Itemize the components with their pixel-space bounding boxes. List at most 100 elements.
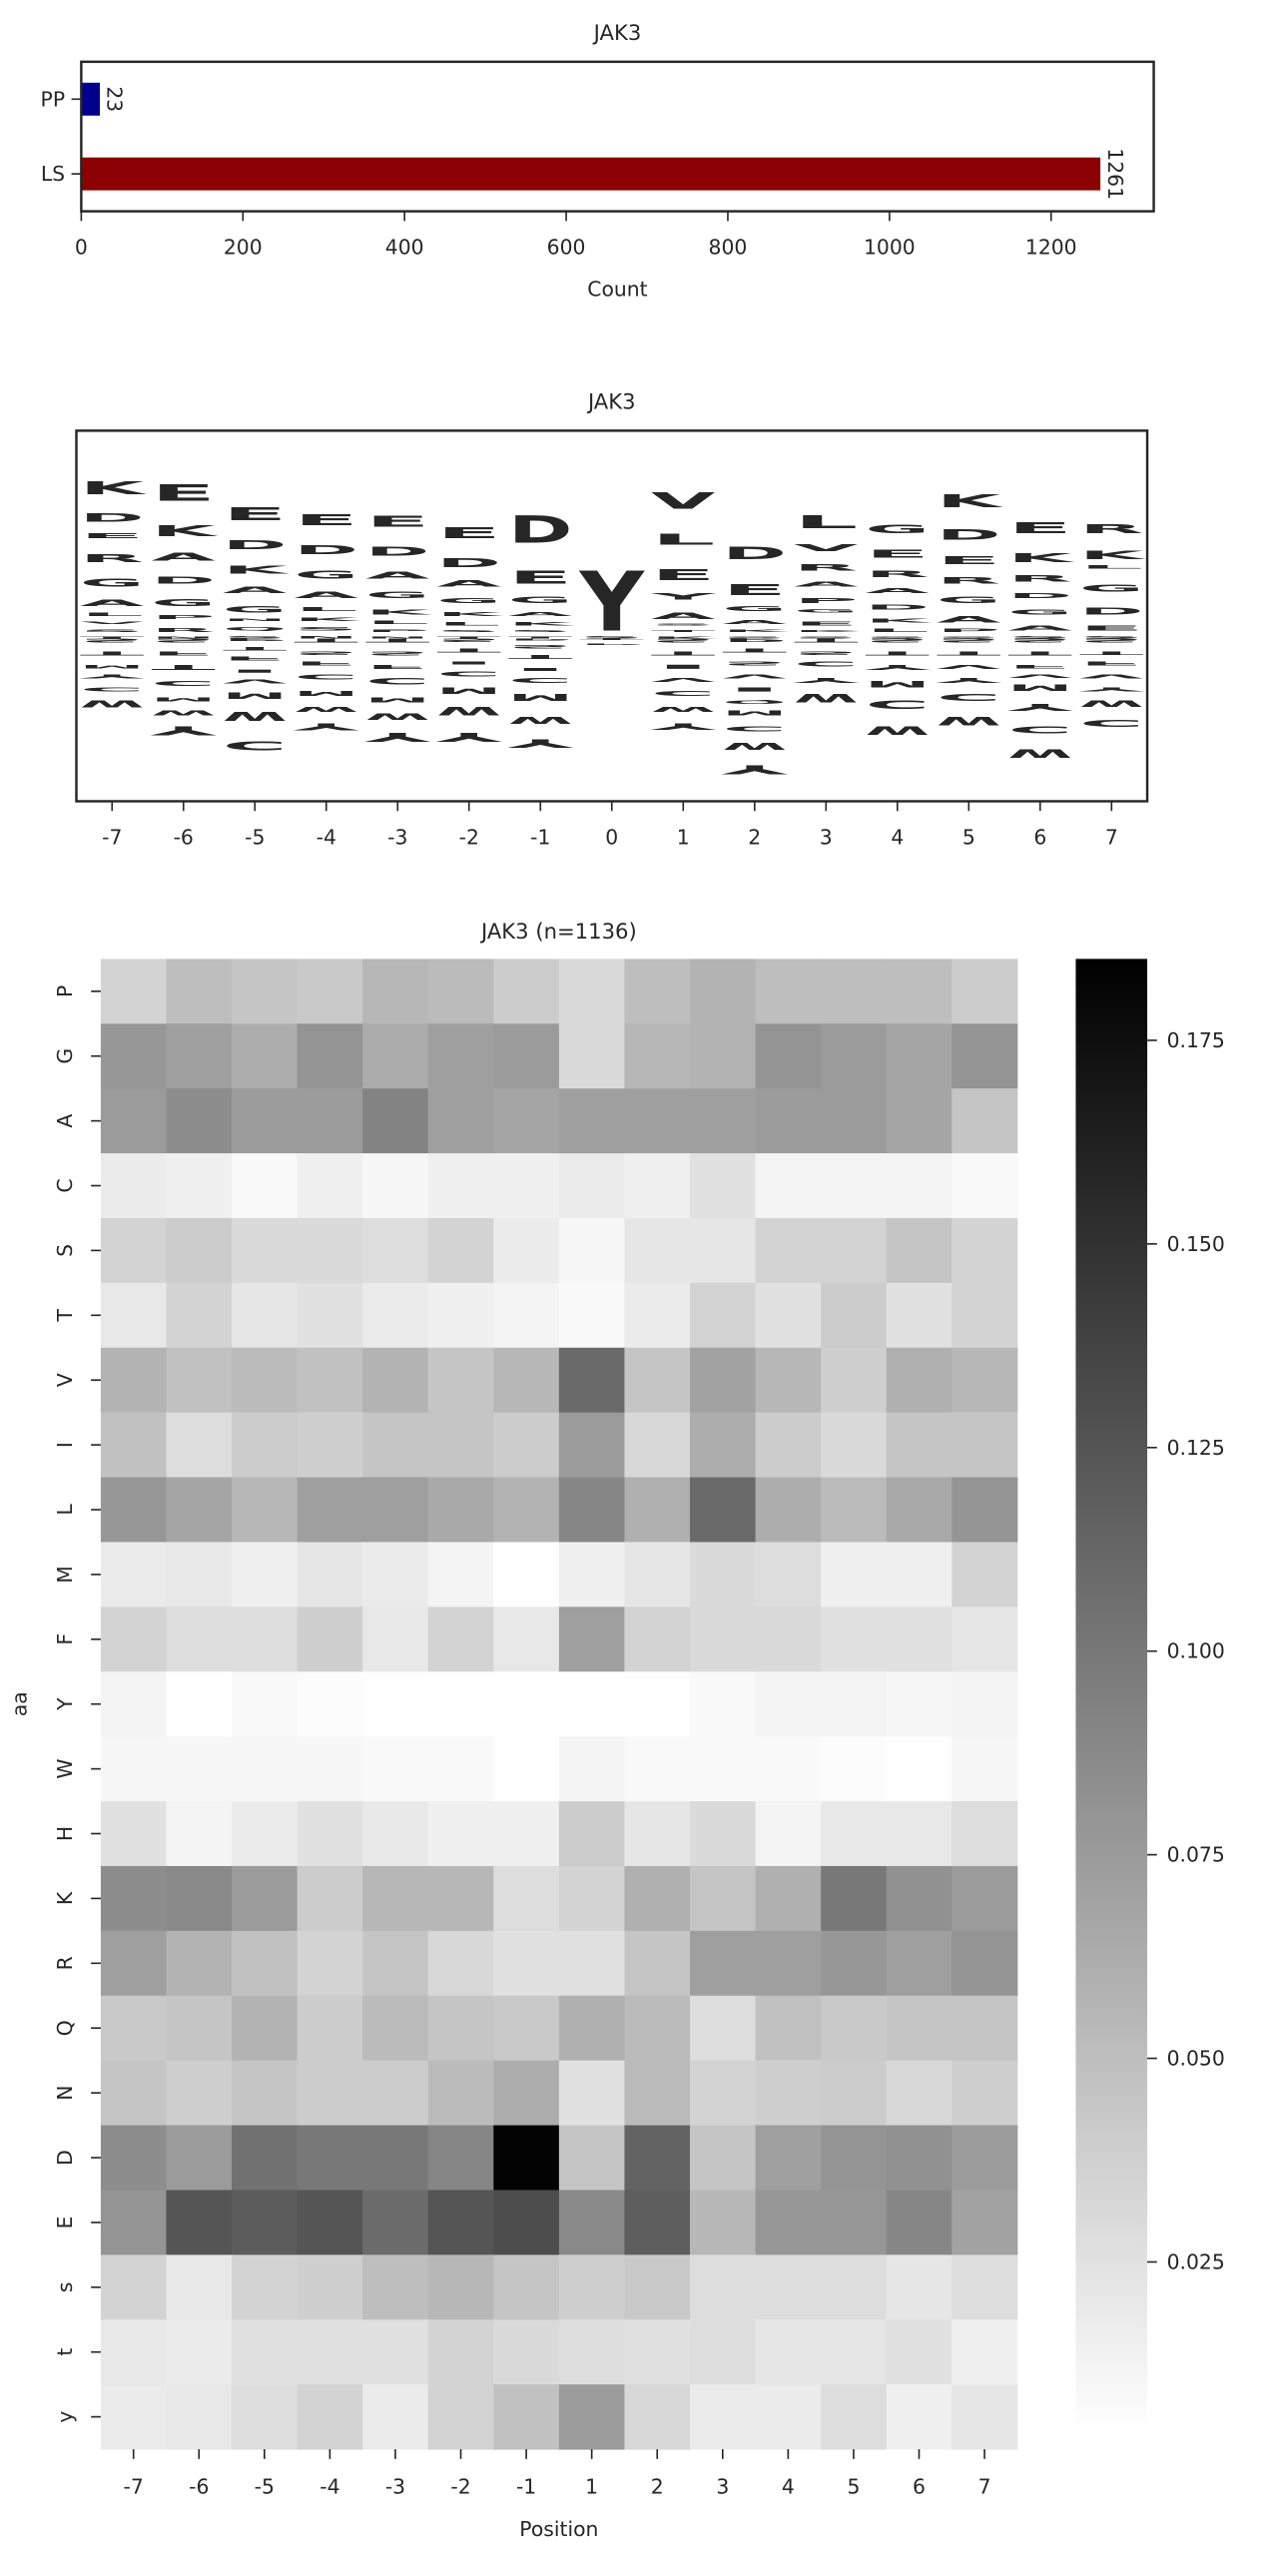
logo-letter: K <box>365 608 436 616</box>
heatmap-cell <box>690 1671 757 1737</box>
heatmap-cell <box>558 1282 625 1349</box>
heatmap-cell <box>624 1995 691 2062</box>
heatmap-cell <box>821 1153 888 1219</box>
heatmap-cell <box>100 2125 167 2191</box>
heatmap-cell <box>362 1023 429 1089</box>
heatmap-cell <box>886 1995 953 2062</box>
heatmap-cell <box>558 959 625 1024</box>
x-tick-label: 200 <box>224 235 263 259</box>
heatmap-cell <box>427 959 494 1024</box>
logo-letter: E <box>651 566 715 584</box>
heatmap-cell <box>493 2384 560 2450</box>
heatmap-cell <box>755 1153 822 1219</box>
heatmap-cell <box>821 1282 888 1349</box>
heatmap-cell <box>886 1607 953 1672</box>
heatmap-cell <box>100 1153 167 1219</box>
heatmap-cell <box>690 2060 757 2127</box>
heatmap-cell <box>297 2384 363 2450</box>
heatmap-cell <box>362 1282 429 1349</box>
x-tick-label: -6 <box>189 2474 209 2498</box>
heatmap-cell <box>100 2254 167 2320</box>
logo-letter: F <box>1008 664 1072 669</box>
heatmap-cell <box>362 1736 429 1802</box>
heatmap-cell <box>624 1153 691 1219</box>
logo-letter: G <box>866 523 930 536</box>
logo-letter: E <box>80 531 144 539</box>
heatmap-cell <box>232 2254 299 2320</box>
heatmap-cell <box>755 1865 822 1932</box>
logo-letter: D <box>295 542 358 557</box>
logo-letter: W <box>80 698 146 710</box>
logo-letter: T <box>1008 650 1078 657</box>
heatmap-cell <box>493 2319 560 2385</box>
logo-letter: G <box>437 596 501 604</box>
heatmap-cell <box>166 1671 233 1737</box>
heatmap-cell <box>166 2254 233 2320</box>
logo-letter: S <box>794 651 858 656</box>
logo-letter: R <box>794 563 858 573</box>
heatmap-cell <box>166 2190 233 2255</box>
y-tick-label: L <box>53 1504 77 1516</box>
heatmap-cell <box>690 1865 757 1932</box>
heatmap-cell <box>100 1930 167 1997</box>
logo-letter: T <box>794 637 864 644</box>
heatmap-cell <box>624 1865 691 1932</box>
heatmap-cell <box>232 1023 299 1089</box>
heatmap-cell <box>362 1153 429 1219</box>
heatmap-cell <box>690 1995 757 2062</box>
heatmap-cell <box>232 1671 299 1737</box>
logo-letter: S <box>651 637 715 644</box>
logo-letter: G <box>295 569 358 581</box>
heatmap-cell <box>100 2060 167 2127</box>
logo-letter: Y <box>860 663 936 671</box>
logo-letter: C <box>723 725 787 733</box>
logo-letter: N <box>223 618 287 622</box>
logo-letter: D <box>365 544 429 559</box>
x-axis-label: Position <box>519 2517 598 2541</box>
heatmap-cell <box>821 2125 888 2191</box>
logo-letter: T <box>580 638 645 640</box>
heatmap-cell <box>755 1217 822 1284</box>
logo-letter: G <box>223 605 287 615</box>
logo-letter: C <box>1079 718 1143 730</box>
heatmap-cell <box>166 1282 233 1349</box>
heatmap-cell <box>886 2254 953 2320</box>
logo-letter: W <box>1008 747 1072 760</box>
heatmap-cell <box>297 1801 363 1867</box>
logo-letter: G <box>508 595 572 605</box>
logo-letter: R <box>937 576 1000 586</box>
logo-letter: L <box>1079 565 1143 570</box>
logo-letter: S <box>508 644 572 649</box>
heatmap-cell <box>493 1153 560 1219</box>
heatmap-cell <box>100 1412 167 1479</box>
heatmap-cell <box>232 1607 299 1672</box>
chart-title: JAK3 <box>592 20 642 45</box>
logo-letter: A <box>866 587 932 595</box>
heatmap-cell <box>362 1542 429 1608</box>
heatmap-cell <box>297 1412 363 1479</box>
heatmap-cell <box>558 1671 625 1737</box>
x-tick-label: 400 <box>385 235 424 259</box>
heatmap-cell <box>755 1477 822 1543</box>
heatmap-cell <box>558 2190 625 2255</box>
x-tick-label: 2 <box>748 825 761 849</box>
heatmap-cell <box>232 1217 299 1284</box>
logo-letter: Y <box>788 676 864 684</box>
heatmap-cell <box>821 1801 888 1867</box>
logo-letter: T <box>80 650 150 657</box>
heatmap-cell <box>821 1671 888 1737</box>
logo-letter: E <box>866 548 930 560</box>
logo-letter: I <box>437 660 501 665</box>
heatmap-cell <box>232 1282 299 1349</box>
colorbar-tick-label: 0.125 <box>1167 1436 1225 1460</box>
heatmap-cell <box>362 1217 429 1284</box>
heatmap-cell <box>232 959 299 1024</box>
logo-letter: A <box>1008 624 1074 632</box>
heatmap-cell <box>232 1088 299 1154</box>
logo-letter: Y <box>931 676 1006 684</box>
x-tick-label: 4 <box>782 2474 795 2498</box>
heatmap-cell <box>952 2060 1018 2127</box>
logo-letter: T <box>651 650 721 657</box>
logo-letter: L <box>365 620 429 625</box>
